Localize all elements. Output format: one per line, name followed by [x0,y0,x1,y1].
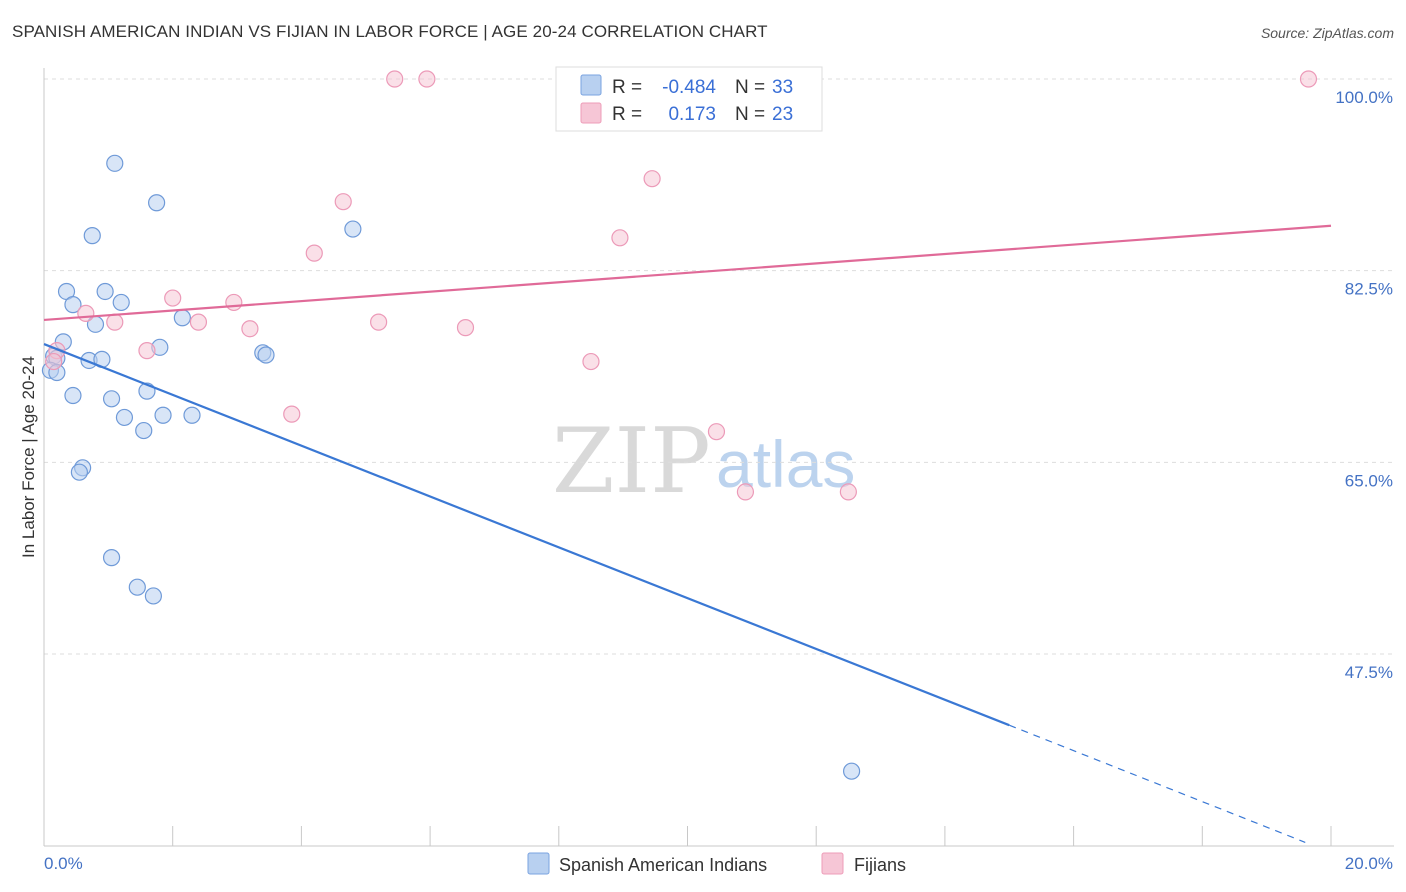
data-point [736,483,755,501]
data-point [189,313,208,331]
data-point [334,193,352,211]
y-tick-label: 65.0% [1345,471,1393,490]
legend-r-label-blue: R = [612,77,642,98]
legend-swatch-blue [580,74,602,96]
data-point [582,352,600,371]
data-point [96,282,114,301]
data-point [257,346,275,364]
data-point [225,293,243,312]
legend-r-value-blue: -0.484 [662,77,716,98]
x-tick-labels: 0.0% 20.0% [44,854,1393,873]
data-point [138,342,156,360]
data-point [164,289,182,307]
legend-n-label-blue: N = [735,77,765,98]
data-point [64,296,82,314]
trend-lines [43,224,1332,843]
data-point [173,309,191,327]
trend-line-spanish-american-indians [43,343,1010,727]
x-tick-label: 0.0% [44,854,83,873]
data-point [839,483,857,501]
bottom-legend-swatch-blue [527,852,550,875]
y-tick-labels: 100.0% 82.5% 65.0% 47.5% [1335,88,1393,682]
legend-n-value-blue: 33 [772,77,793,98]
data-point [144,587,162,605]
data-point [611,229,629,247]
data-point [370,313,388,331]
bottom-legend-label-blue: Spanish American Indians [559,855,767,875]
y-tick-label: 100.0% [1335,88,1393,107]
data-point [115,408,134,427]
source-label: Source: ZipAtlas.com [1260,25,1394,41]
data-point [283,405,301,423]
data-point [1299,70,1318,88]
legend-r-label-pink: R = [612,104,642,125]
data-point [643,170,661,188]
data-point [418,70,436,88]
legend-n-value-pink: 23 [772,104,793,125]
data-point [112,293,130,312]
data-point [106,154,124,172]
y-tick-label: 47.5% [1345,663,1393,682]
chart-title: SPANISH AMERICAN INDIAN VS FIJIAN IN LAB… [12,22,768,41]
data-point [148,194,166,212]
data-point [241,320,259,338]
bottom-legend-swatch-pink [821,852,844,875]
data-point [842,762,861,780]
data-point [183,406,201,424]
legend-n-label-pink: N = [735,104,765,125]
data-point [305,244,323,262]
data-point [386,70,404,88]
y-axis-label: In Labor Force | Age 20-24 [19,356,38,558]
axes [43,68,1394,847]
series-spanish-american-indians [41,154,861,780]
data-point [154,406,172,424]
x-tick-label: 20.0% [1345,854,1393,873]
data-point [707,423,726,441]
data-point [106,313,124,331]
legend-swatch-pink [580,102,602,124]
data-point [102,390,121,408]
data-point [77,304,95,322]
watermark-atlas: atlas [716,427,855,501]
legend-r-value-pink: 0.173 [668,104,716,125]
data-point [128,578,146,596]
trend-line-extension [1009,724,1306,843]
data-point [45,352,63,371]
data-point [70,463,88,481]
trend-line-fijians [43,224,1332,322]
bottom-legend-label-pink: Fijians [854,855,906,875]
data-point [64,386,82,405]
data-point [456,319,475,337]
y-tick-label: 82.5% [1345,280,1393,299]
x-ticks [43,826,1332,846]
data-point [135,421,153,440]
correlation-legend: R = -0.484 N = 33 R = 0.173 N = 23 [555,66,823,132]
series-legend: Spanish American Indians Fijians [527,852,906,875]
data-point [83,227,101,245]
data-point [102,549,121,567]
series-fijians [45,70,1318,501]
gridlines [44,78,1394,655]
watermark-zip: ZIP [552,409,711,514]
data-point [344,220,362,238]
